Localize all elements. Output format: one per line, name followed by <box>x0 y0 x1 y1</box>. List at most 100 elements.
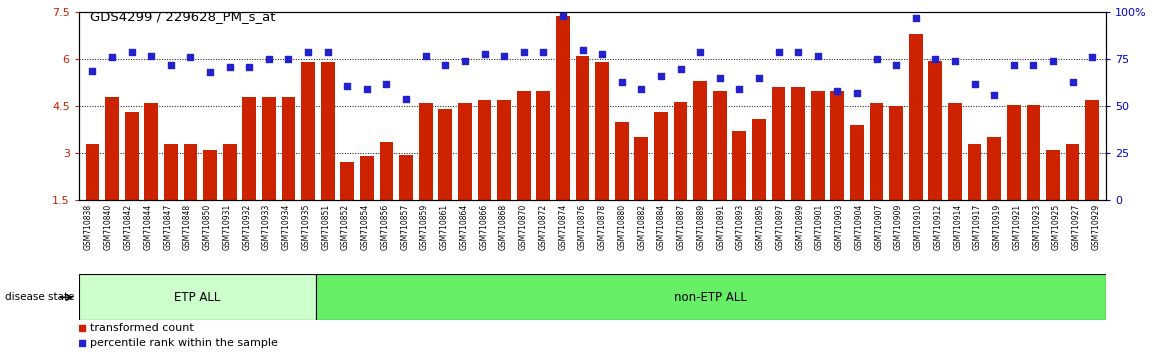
Bar <box>674 102 688 200</box>
Bar <box>145 103 159 200</box>
Point <box>867 56 886 62</box>
Text: GSM710909: GSM710909 <box>894 204 903 250</box>
Bar <box>316 274 1106 320</box>
Bar <box>1065 144 1079 200</box>
Bar <box>595 62 609 200</box>
Point <box>808 53 827 58</box>
Bar <box>713 91 726 200</box>
Point <box>554 13 572 19</box>
Point <box>946 58 965 64</box>
Point <box>749 75 768 81</box>
Bar <box>635 137 648 200</box>
Bar <box>948 103 962 200</box>
Bar <box>654 113 668 200</box>
Text: GSM710910: GSM710910 <box>914 204 923 250</box>
Bar <box>1046 150 1060 200</box>
Text: GSM710927: GSM710927 <box>1072 204 1080 250</box>
Point <box>378 81 396 86</box>
Text: non-ETP ALL: non-ETP ALL <box>674 291 747 304</box>
Text: GSM710854: GSM710854 <box>360 204 369 250</box>
Bar <box>1007 105 1020 200</box>
Point <box>73 325 91 330</box>
Point <box>200 70 219 75</box>
Bar <box>811 91 824 200</box>
Point <box>985 92 1004 98</box>
Bar <box>79 274 316 320</box>
Text: GSM710889: GSM710889 <box>696 204 705 250</box>
Bar <box>1085 100 1099 200</box>
Bar <box>889 106 903 200</box>
Text: GSM710856: GSM710856 <box>381 204 389 250</box>
Text: GSM710851: GSM710851 <box>321 204 330 250</box>
Point <box>475 51 493 57</box>
Text: GSM710932: GSM710932 <box>242 204 251 250</box>
Bar <box>203 150 217 200</box>
Point <box>123 49 141 55</box>
Text: transformed count: transformed count <box>90 322 193 332</box>
Point <box>417 53 435 58</box>
Bar <box>1026 105 1040 200</box>
Text: GSM710884: GSM710884 <box>657 204 666 250</box>
Bar <box>184 144 197 200</box>
Bar <box>694 81 708 200</box>
Bar <box>380 142 394 200</box>
Text: GSM710895: GSM710895 <box>756 204 764 250</box>
Point <box>514 49 533 55</box>
Point <box>318 49 337 55</box>
Point <box>1063 79 1082 85</box>
Point <box>338 83 357 88</box>
Point <box>437 62 455 68</box>
Text: GSM710870: GSM710870 <box>519 204 528 250</box>
Bar <box>870 103 884 200</box>
Bar <box>321 62 335 200</box>
Bar <box>497 100 511 200</box>
Point <box>162 62 181 68</box>
Bar <box>400 155 413 200</box>
Point <box>220 64 239 70</box>
Point <box>358 86 376 92</box>
Bar <box>850 125 864 200</box>
Point <box>926 56 945 62</box>
Text: GSM710933: GSM710933 <box>262 204 271 250</box>
Bar <box>929 61 943 200</box>
Text: ETP ALL: ETP ALL <box>174 291 220 304</box>
Point <box>652 73 670 79</box>
Point <box>259 56 278 62</box>
Point <box>240 64 258 70</box>
Bar <box>105 97 119 200</box>
Point <box>691 49 710 55</box>
Text: GSM710852: GSM710852 <box>340 204 350 250</box>
Bar <box>281 97 295 200</box>
Point <box>181 55 199 60</box>
Point <box>299 49 317 55</box>
Text: GSM710929: GSM710929 <box>1092 204 1100 250</box>
Point <box>142 53 161 58</box>
Point <box>711 75 730 81</box>
Bar <box>340 162 354 200</box>
Point <box>828 88 846 94</box>
Point <box>455 58 474 64</box>
Point <box>672 66 690 72</box>
Point <box>573 47 592 53</box>
Text: GSM710919: GSM710919 <box>992 204 1002 250</box>
Text: GSM710901: GSM710901 <box>815 204 824 250</box>
Text: GSM710864: GSM710864 <box>460 204 469 250</box>
Text: percentile rank within the sample: percentile rank within the sample <box>90 338 278 348</box>
Point <box>887 62 906 68</box>
Point <box>83 68 102 73</box>
Point <box>103 55 122 60</box>
Bar <box>222 144 236 200</box>
Text: GDS4299 / 229628_PM_s_at: GDS4299 / 229628_PM_s_at <box>90 10 276 23</box>
Point <box>534 49 552 55</box>
Point <box>1083 55 1101 60</box>
Text: GSM710861: GSM710861 <box>440 204 448 250</box>
Text: GSM710859: GSM710859 <box>420 204 428 250</box>
Bar <box>439 109 452 200</box>
Bar <box>86 144 100 200</box>
Text: GSM710857: GSM710857 <box>401 204 409 250</box>
Bar <box>771 87 785 200</box>
Point <box>907 15 925 21</box>
Text: GSM710850: GSM710850 <box>203 204 212 250</box>
Text: GSM710848: GSM710848 <box>183 204 192 250</box>
Text: GSM710840: GSM710840 <box>104 204 112 250</box>
